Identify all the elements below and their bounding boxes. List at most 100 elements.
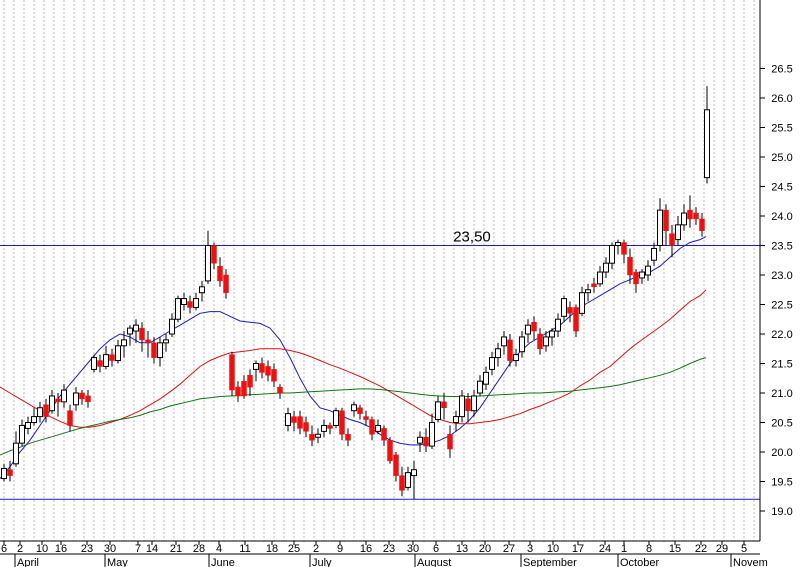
x-tick-label: 29	[716, 543, 728, 555]
candle-body	[363, 416, 369, 420]
candle-body	[7, 469, 13, 476]
moving-average-2	[0, 357, 707, 456]
candle-body	[699, 218, 705, 231]
candle-body	[579, 292, 585, 314]
x-tick-label: 30	[104, 543, 116, 555]
candle-body	[567, 307, 573, 314]
candle-body	[345, 434, 351, 441]
x-tick-label: 28	[193, 543, 205, 555]
candle-body	[315, 433, 321, 438]
candle-body	[235, 386, 241, 397]
candle-body	[309, 434, 315, 441]
candle-body	[704, 109, 710, 179]
candle-body	[115, 345, 121, 362]
x-tick-label: 13	[456, 543, 468, 555]
candle-body	[103, 354, 109, 367]
candle-body	[253, 363, 259, 370]
candle-body	[79, 392, 85, 400]
x-tick-label: 24	[599, 543, 611, 555]
candle-body	[435, 401, 441, 421]
candle-body	[651, 247, 657, 261]
candle-body	[447, 434, 453, 450]
x-tick-label: 20	[479, 543, 491, 555]
candle-body	[351, 404, 357, 412]
candle-body	[139, 327, 145, 341]
candle-body	[43, 404, 49, 417]
candle-body	[259, 363, 265, 373]
candle-body	[627, 257, 633, 276]
x-tick-label: 23	[81, 543, 93, 555]
month-label: May	[107, 557, 128, 567]
candle-body	[327, 425, 333, 429]
x-tick-label: 22	[695, 543, 707, 555]
candle-body	[333, 410, 339, 426]
candle-body	[121, 339, 127, 347]
candle-body	[471, 395, 477, 412]
x-tick-label: 1	[621, 543, 627, 555]
candle-body	[223, 274, 229, 293]
candle-body	[369, 419, 375, 435]
y-tick-label: 24.5	[771, 182, 792, 194]
candle-body	[393, 454, 399, 476]
x-tick-label: 3	[527, 543, 533, 555]
candle-body	[621, 242, 627, 255]
moving-average-lines	[0, 236, 707, 479]
x-axis: 6 2 10 16 23 30 7 14 21 28 4 11 18 25 2 9 16 23 30 6 13 20 27 3…	[0, 540, 768, 567]
candle-body	[303, 422, 309, 432]
candle-body	[297, 416, 303, 429]
candle-body	[687, 209, 693, 220]
x-tick-label: 4	[216, 543, 222, 555]
candle-body	[417, 436, 423, 444]
x-tick-label: 16	[360, 543, 372, 555]
candle-body	[163, 339, 169, 344]
candle-body	[97, 360, 103, 367]
x-tick-label: 21	[170, 543, 182, 555]
candle-body	[91, 357, 97, 370]
candle-body	[205, 245, 211, 282]
candle-body	[199, 286, 205, 294]
x-tick-label: 14	[146, 543, 158, 555]
candle-body	[13, 442, 19, 465]
candle-body	[453, 416, 459, 424]
candle-body	[597, 271, 603, 285]
candle-body	[615, 242, 621, 247]
y-tick-label: 26.0	[771, 93, 792, 105]
candle-body	[49, 395, 55, 412]
month-label: October	[620, 557, 659, 567]
candle-body	[285, 413, 291, 426]
month-label: July	[312, 557, 332, 567]
x-tick-label: 6	[1, 543, 7, 555]
x-tick-label: 5	[741, 543, 747, 555]
y-tick-label: 21.0	[771, 388, 792, 400]
candle-body	[265, 366, 271, 376]
y-tick-label: 25.5	[771, 123, 792, 135]
x-tick-label: 6	[433, 543, 439, 555]
y-axis: 19.0 19.5 20.0 20.5 21.0 21.5 22.0 22.5 23.0 23.5…	[759, 0, 793, 541]
horizontal-level-lines: 23,50	[0, 229, 760, 500]
candle-body	[241, 380, 247, 397]
x-tick-label: 8	[646, 543, 652, 555]
y-tick-label: 20.5	[771, 418, 792, 430]
candle-body	[573, 307, 579, 332]
month-label: September	[523, 557, 577, 567]
candle-body	[291, 416, 297, 423]
candle-body	[55, 398, 61, 403]
candle-body	[663, 209, 669, 232]
candle-body	[591, 283, 597, 288]
x-tick-label: 18	[266, 543, 278, 555]
candle-body	[429, 422, 435, 447]
candle-body	[19, 424, 25, 444]
y-tick-label: 19.5	[771, 477, 792, 489]
candle-body	[145, 339, 151, 344]
candle-body	[217, 265, 223, 282]
candle-body	[357, 407, 363, 414]
month-label: August	[417, 557, 451, 567]
candle-body	[151, 342, 157, 358]
candle-body	[495, 348, 501, 359]
candle-body	[633, 271, 639, 285]
x-tick-label: 10	[547, 543, 559, 555]
candle-body	[477, 380, 483, 394]
candle-body	[657, 209, 663, 247]
x-tick-label: 27	[503, 543, 515, 555]
y-tick-label: 26.5	[771, 64, 792, 76]
